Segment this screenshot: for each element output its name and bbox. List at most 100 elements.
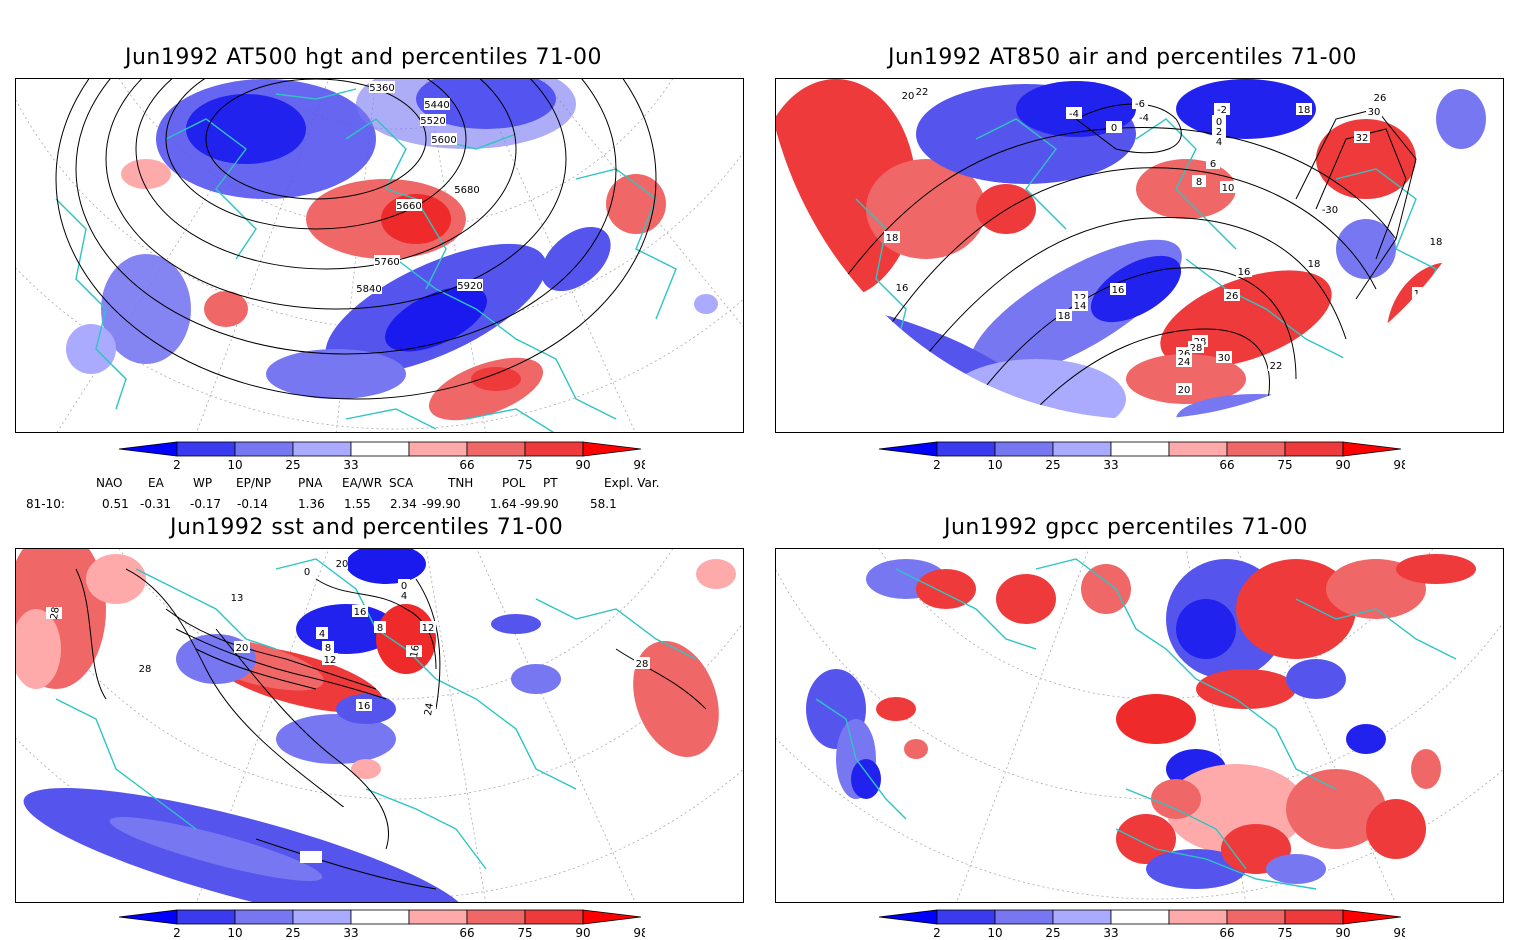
svg-text:24: 24 [423, 702, 436, 716]
colorbar-segment [466, 909, 526, 925]
colorbar-tick-label: 90 [575, 458, 590, 472]
svg-text:8: 8 [377, 623, 383, 634]
contour-label: 16 [894, 281, 910, 294]
contour-label: 5440 [424, 98, 450, 111]
svg-text:28: 28 [49, 606, 62, 620]
contour-label: 20 [336, 557, 348, 570]
colorbar-tick-label: 66 [1219, 458, 1234, 472]
svg-text:5520: 5520 [420, 116, 445, 127]
svg-text:5920: 5920 [457, 281, 482, 292]
tele-header: EP/NP [236, 476, 272, 490]
map-gpcc-canvas [776, 549, 1503, 902]
colorbar-tick-label: 2 [933, 926, 941, 940]
colorbar-arrow-right [582, 909, 642, 925]
tele-header: Expl. Var. [604, 476, 660, 490]
contour-label: 5760 [374, 255, 400, 268]
svg-text:18: 18 [1308, 259, 1321, 270]
colorbar-tick-label: 98 [1393, 458, 1405, 472]
colorbar-segment [936, 441, 996, 457]
contour-label: 28 [46, 606, 62, 620]
colorbar-segment [1284, 441, 1344, 457]
colorbar-segment [1052, 909, 1112, 925]
map-sst: 28 13 28 20 0 4 8 12 16 0 4 8 12 16 20 1… [15, 548, 744, 903]
map-gpcc [775, 548, 1504, 903]
contour-label: 4 [398, 589, 410, 602]
contour-label: -6 [1132, 97, 1148, 110]
contour-label: 5840 [356, 282, 382, 295]
contour-label: 16 [352, 605, 368, 618]
colorbar-sst: 2 10 25 33 66 75 90 98 [118, 909, 645, 940]
svg-text:26: 26 [1374, 93, 1387, 104]
colorbar-segment [1168, 441, 1228, 457]
svg-text:5680: 5680 [454, 185, 479, 196]
colorbar-tick-label: 66 [1219, 926, 1234, 940]
contour-label: 18 [1056, 309, 1072, 322]
colorbar-tick-label: 90 [1335, 926, 1350, 940]
tele-value: 2.34 [390, 497, 417, 511]
colorbar-tick-label: 75 [517, 926, 532, 940]
colorbar-segment [292, 909, 352, 925]
tele-header: PT [543, 476, 558, 490]
svg-text:4: 4 [1216, 137, 1222, 148]
colorbar-tick-label: 10 [227, 458, 242, 472]
colorbar-segment [176, 441, 236, 457]
svg-text:28: 28 [636, 659, 649, 670]
contour-label: 22 [914, 85, 930, 98]
colorbar-tick-label: 98 [633, 926, 645, 940]
svg-text:20: 20 [902, 91, 915, 102]
svg-text:4: 4 [319, 629, 325, 640]
contour-label: 20 [234, 641, 250, 654]
contour-label: 20 [1176, 383, 1192, 396]
colorbar-segment [234, 441, 294, 457]
svg-text:18: 18 [1298, 105, 1311, 116]
tele-row-label: 81-10: [26, 497, 65, 511]
colorbar-segment [292, 441, 352, 457]
svg-text:-2: -2 [1217, 105, 1227, 116]
colorbar-tick-label: 2 [173, 458, 181, 472]
panel-title-gpcc: Jun1992 gpcc percentiles 71-00 [944, 515, 1308, 540]
svg-text:30: 30 [1368, 107, 1381, 118]
colorbar-tick-label: 25 [1045, 458, 1060, 472]
svg-text:26: 26 [1226, 291, 1239, 302]
colorbar-air850: 2 10 25 33 66 75 90 98 [878, 441, 1405, 472]
colorbar-segment [1284, 909, 1344, 925]
colorbar-tick-label: 33 [1103, 926, 1118, 940]
contour-label: 5660 [396, 199, 422, 212]
contour-label: 12 [420, 621, 436, 634]
contour-label: 0 [398, 579, 410, 592]
colorbar-arrow-right [582, 441, 642, 457]
contour-label [332, 807, 354, 819]
svg-text:10: 10 [1222, 183, 1235, 194]
tele-header: POL [502, 476, 526, 490]
colorbar-tick-label: 10 [987, 926, 1002, 940]
svg-text:5660: 5660 [396, 201, 421, 212]
svg-text:18: 18 [1058, 311, 1071, 322]
svg-text:5600: 5600 [431, 135, 456, 146]
tele-value: -0.17 [190, 497, 222, 511]
contour-label: 30 [1216, 351, 1232, 364]
svg-text:4: 4 [401, 591, 407, 602]
tele-header: EA [148, 476, 164, 490]
svg-text:16: 16 [409, 644, 422, 658]
contour-label: 4 [1212, 135, 1226, 148]
svg-text:0: 0 [1111, 123, 1117, 134]
colorbar-tick-label: 33 [343, 458, 358, 472]
colorbar-tick-label: 33 [1103, 458, 1118, 472]
contour-label: 16 [406, 644, 422, 658]
contour-label: 26 [1372, 91, 1388, 104]
tele-header: PNA [298, 476, 323, 490]
tele-value: 1.55 [344, 497, 371, 511]
contour-label: 5360 [369, 81, 395, 94]
svg-text:6: 6 [1210, 159, 1216, 170]
contour-label: -4 [1066, 107, 1082, 120]
colorbar-tick-label: 90 [1335, 458, 1350, 472]
colorbar-segment [936, 909, 996, 925]
svg-text:22: 22 [1270, 361, 1283, 372]
contour-label: 22 [1268, 359, 1284, 372]
tele-value: -0.14 [237, 497, 269, 511]
svg-text:8: 8 [325, 643, 331, 654]
svg-text:13: 13 [231, 593, 244, 604]
colorbar-tick-label: 25 [1045, 926, 1060, 940]
tele-value: -99.90 [520, 497, 559, 511]
colorbar-tick-label: 98 [1393, 926, 1405, 940]
